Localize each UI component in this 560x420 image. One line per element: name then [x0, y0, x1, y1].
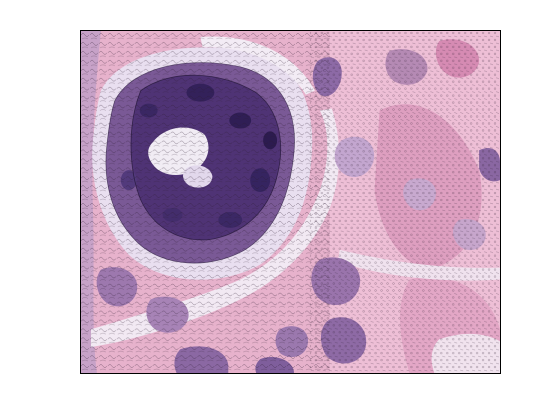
tissue-micrograph-image: [81, 31, 500, 373]
tuft-contour-lines: [130, 74, 282, 241]
image-frame: [80, 30, 501, 374]
texture-overlay-right: [309, 31, 500, 373]
texture-overlay-left: [81, 31, 330, 373]
capsule-contour-lines: [105, 62, 295, 264]
